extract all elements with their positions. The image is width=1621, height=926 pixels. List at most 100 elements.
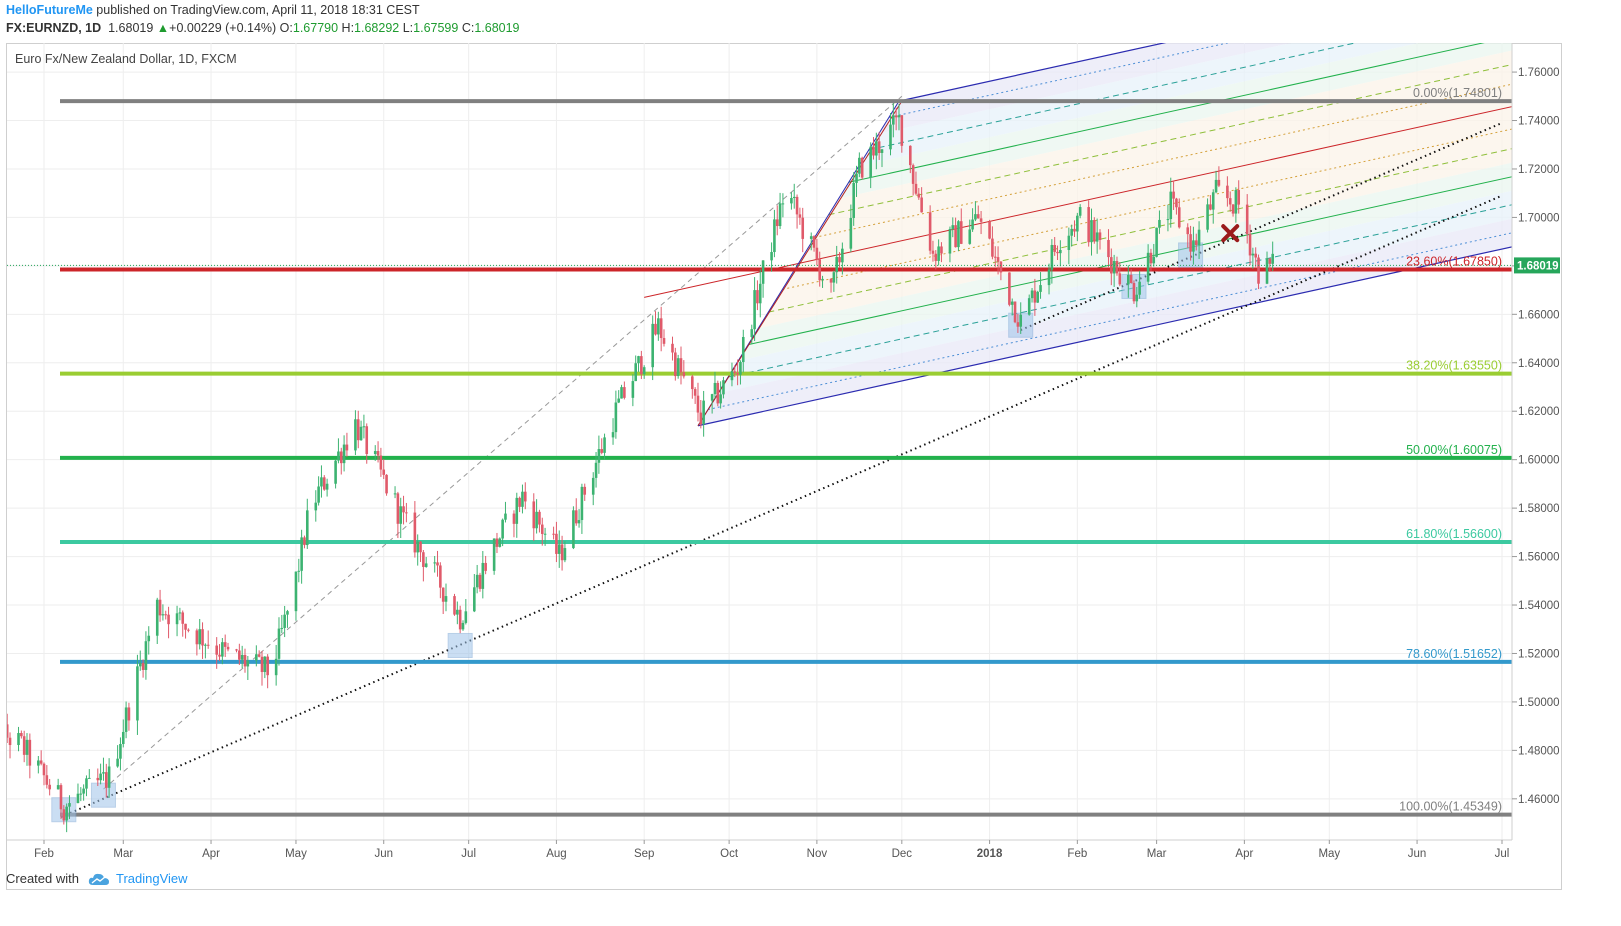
candle-body: [991, 238, 994, 257]
candle-body: [495, 538, 499, 547]
candle-body: [294, 571, 298, 612]
candle-body: [642, 367, 646, 375]
candle-body: [141, 663, 145, 670]
candle-body: [198, 629, 202, 645]
candle-body: [481, 562, 485, 589]
time-axis-label: Feb: [1067, 848, 1087, 860]
time-axis-label: Sep: [634, 848, 654, 860]
candle-body: [1010, 301, 1014, 305]
candle-body: [753, 290, 756, 330]
candle-body: [59, 785, 63, 810]
fib-level-label: 38.20%(1.63550): [1406, 359, 1502, 373]
candle-body: [543, 533, 547, 535]
candle-body: [710, 394, 714, 401]
candle-body: [719, 394, 722, 404]
candle-body: [778, 203, 782, 227]
candle-body: [201, 629, 204, 646]
candle-body: [773, 219, 776, 253]
candle-body: [1076, 215, 1079, 232]
candle-body: [693, 389, 697, 396]
candle-body: [1067, 235, 1071, 250]
pitchfork-inner-line: [748, 176, 1512, 346]
candle-body: [951, 225, 955, 229]
candle-body: [1197, 229, 1201, 245]
candle-body: [164, 614, 168, 616]
candle-body: [107, 766, 111, 788]
time-axis-label: May: [1318, 848, 1340, 860]
candle-body: [121, 731, 125, 745]
candle-body: [976, 214, 980, 219]
time-axis-label: Jun: [374, 848, 393, 860]
candle-body: [322, 477, 326, 490]
candle-body: [1268, 258, 1272, 264]
candle-body: [611, 432, 615, 438]
candle-body: [1030, 290, 1034, 299]
candle-body: [1008, 272, 1011, 305]
candle-body: [433, 562, 436, 564]
candle-body: [988, 221, 991, 239]
candle-body: [993, 256, 997, 258]
candle-body: [713, 382, 717, 395]
candle-body: [255, 654, 258, 661]
candle-body: [821, 278, 824, 281]
candle-body: [758, 283, 762, 304]
symbol-label: FX:EURNZD, 1D: [6, 21, 102, 35]
candle-body: [1073, 228, 1076, 232]
candle-body: [3, 724, 6, 741]
fib-level-label: 61.80%(1.56600): [1406, 527, 1502, 541]
candle-body: [246, 660, 250, 667]
pitchfork-inner-line: [828, 64, 1512, 216]
close-label: C:: [461, 21, 475, 35]
candle-body: [1192, 240, 1195, 252]
candle-body: [337, 451, 340, 461]
candle-body: [603, 437, 606, 453]
candle-body: [591, 477, 595, 495]
candle-body: [818, 259, 822, 281]
candle-body: [631, 381, 635, 398]
candle-body: [928, 212, 932, 251]
price-axis-label: 1.56000: [1518, 552, 1560, 564]
candle-body: [880, 149, 884, 153]
candle-body: [436, 562, 439, 566]
time-axis-label: Mar: [113, 848, 133, 860]
price-axis-label: 1.60000: [1518, 455, 1560, 467]
high-value: 1.68292: [354, 21, 400, 35]
time-axis-label: Nov: [807, 848, 828, 860]
candle-body: [557, 544, 561, 554]
candle-body: [968, 229, 972, 244]
candle-body: [999, 261, 1003, 273]
time-axis-label: Jul: [1495, 848, 1510, 860]
candle-body: [829, 278, 833, 283]
candle-body: [651, 323, 654, 368]
candle-body: [22, 736, 26, 755]
author-name[interactable]: HelloFutureMe: [6, 3, 93, 17]
candle-body: [614, 402, 618, 433]
price-axis-label: 1.62000: [1518, 406, 1560, 418]
candle-body: [501, 519, 504, 539]
pitchfork-inner-line: [768, 148, 1512, 313]
candle-body: [540, 524, 544, 534]
candle-body: [775, 219, 779, 227]
candle-body: [385, 474, 388, 494]
candle-body: [1248, 233, 1252, 256]
publish-info: HelloFutureMe published on TradingView.c…: [6, 3, 420, 17]
candle-body: [555, 533, 558, 554]
candle-body: [206, 644, 210, 646]
candle-body: [402, 506, 405, 513]
candle-body: [572, 510, 575, 549]
candle-body: [1237, 190, 1241, 205]
candle-body: [597, 449, 601, 463]
last-price-badge-label: 1.68019: [1517, 260, 1559, 272]
candle-body: [365, 426, 369, 454]
open-label: O:: [279, 21, 293, 35]
candle-body: [974, 214, 977, 220]
time-axis-label: Mar: [1147, 848, 1167, 860]
candle-body: [178, 612, 182, 614]
candle-body: [1166, 219, 1170, 221]
candle-body: [17, 733, 20, 746]
price-axis-label: 1.76000: [1518, 67, 1560, 79]
candle-body: [116, 758, 119, 767]
price-axis-label: 1.52000: [1518, 648, 1560, 660]
tradingview-link[interactable]: TradingView: [115, 871, 188, 886]
